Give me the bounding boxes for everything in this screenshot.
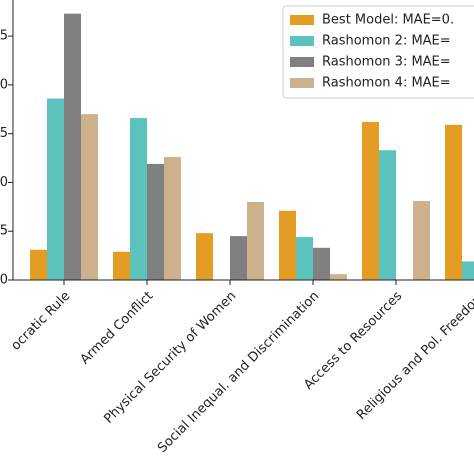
bar [113, 251, 130, 280]
legend-swatch [290, 57, 314, 67]
bar [30, 249, 47, 280]
y-tick-label: 1.0 [0, 175, 8, 190]
x-tick-label: Social Inequal. and Discrimination [155, 289, 322, 456]
y-tick-label: 0.0 [0, 273, 8, 288]
legend-label: Best Model: MAE=0. [322, 13, 454, 28]
legend: Best Model: MAE=0. Rashomon 2: MAE= Rashom… [282, 5, 474, 99]
bar [379, 150, 396, 280]
bar [330, 274, 347, 280]
legend-swatch [290, 15, 314, 25]
legend-swatch [290, 78, 314, 88]
legend-box [282, 5, 474, 99]
bar [81, 114, 98, 281]
legend-label: Rashomon 2: MAE= [322, 34, 451, 49]
y-tick-label: 2.5 [0, 29, 8, 44]
x-tick-label: Religious and Pol. Freedom [354, 289, 474, 423]
bar [296, 237, 313, 280]
bar [64, 13, 81, 280]
x-tick-label: Armed Conflict [78, 289, 157, 368]
bar [462, 261, 474, 280]
bar [247, 201, 264, 280]
x-tick-label: ocratic Rule [8, 289, 73, 354]
y-tick-label: 1.5 [0, 126, 8, 141]
bar [196, 233, 213, 280]
bar [445, 124, 462, 280]
bar [413, 200, 430, 280]
legend-label: Rashomon 3: MAE= [322, 55, 451, 70]
bar [279, 210, 296, 280]
legend-label: Rashomon 4: MAE= [322, 76, 451, 91]
bar [130, 118, 147, 280]
bar [147, 163, 164, 280]
legend-swatch [290, 36, 314, 46]
bar [47, 98, 64, 280]
y-tick-label: 0.5 [0, 224, 8, 239]
y-tick-label: 2.0 [0, 77, 8, 92]
bar [230, 236, 247, 280]
bar [362, 121, 379, 280]
bar [313, 247, 330, 280]
x-tick-label: Physical Security of Women [101, 289, 239, 427]
bar [164, 157, 181, 280]
